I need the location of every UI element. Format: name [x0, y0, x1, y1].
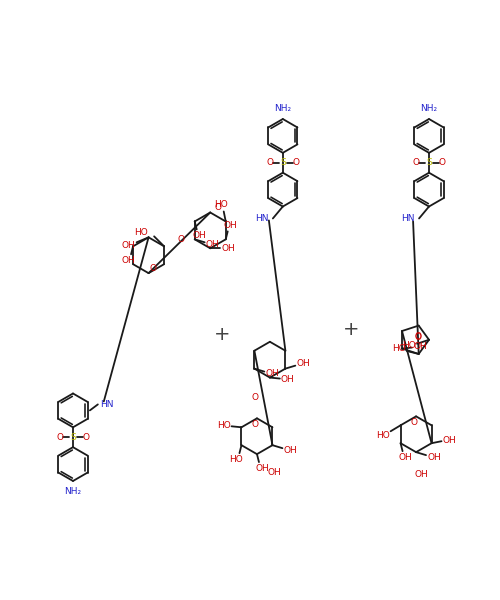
Text: NH₂: NH₂ [64, 487, 82, 496]
Text: S: S [280, 158, 285, 167]
Text: OH: OH [221, 244, 235, 253]
Text: OH: OH [427, 452, 441, 461]
Text: HN: HN [100, 400, 114, 409]
Text: HO: HO [216, 421, 230, 430]
Text: O: O [410, 418, 418, 427]
Text: O: O [415, 332, 422, 341]
Text: O: O [82, 433, 89, 442]
Text: HO: HO [392, 344, 406, 353]
Text: OH: OH [122, 241, 136, 250]
Text: OH: OH [255, 464, 269, 473]
Text: HO: HO [376, 431, 390, 440]
Text: OH: OH [442, 436, 456, 445]
Text: HO: HO [134, 228, 148, 237]
Text: OH: OH [266, 369, 279, 378]
Text: OH: OH [268, 467, 281, 476]
Text: O: O [252, 421, 258, 430]
Text: O: O [252, 394, 259, 403]
Text: O: O [149, 264, 156, 273]
Text: O: O [292, 158, 299, 167]
Text: HO: HO [214, 200, 228, 209]
Text: HN: HN [256, 214, 269, 223]
Text: OH: OH [414, 470, 428, 479]
Text: O: O [56, 433, 64, 442]
Text: NH₂: NH₂ [274, 104, 291, 113]
Text: O: O [266, 158, 274, 167]
Text: OH: OH [413, 342, 427, 351]
Text: HN: HN [402, 214, 415, 223]
Text: OH: OH [281, 375, 294, 384]
Text: O: O [412, 158, 420, 167]
Text: NH₂: NH₂ [420, 104, 438, 113]
Text: OH: OH [296, 359, 310, 368]
Text: HO: HO [402, 341, 416, 350]
Text: OH: OH [398, 452, 412, 461]
Text: S: S [70, 433, 76, 442]
Text: HO: HO [230, 455, 243, 464]
Text: S: S [426, 158, 432, 167]
Text: OH: OH [121, 256, 135, 265]
Text: O: O [178, 235, 185, 244]
Text: O: O [438, 158, 446, 167]
Text: +: + [214, 325, 230, 344]
Text: O: O [214, 203, 222, 212]
Text: +: + [343, 320, 359, 340]
Text: OH: OH [193, 231, 206, 240]
Text: OH: OH [206, 240, 220, 249]
Text: OH: OH [224, 221, 237, 230]
Text: O: O [414, 333, 422, 342]
Text: OH: OH [284, 446, 297, 455]
